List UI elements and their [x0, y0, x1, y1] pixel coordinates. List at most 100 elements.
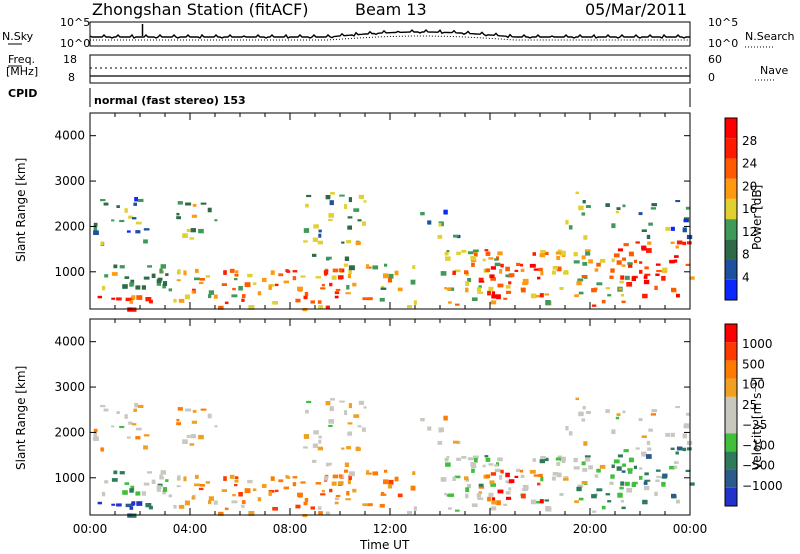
- velocity-cell: [136, 501, 143, 506]
- noise-left-tick-bottom: 10^0: [60, 37, 91, 50]
- velocity-cell: [656, 475, 662, 479]
- velocity-cell: [177, 475, 181, 481]
- power-cell: [318, 229, 322, 233]
- power-cell: [611, 258, 615, 263]
- velocity-cell: [551, 476, 556, 481]
- velocity-cell: [362, 503, 369, 507]
- x-tick-label: 04:00: [173, 522, 208, 536]
- power-cell: [533, 268, 540, 271]
- velocity-cell: [119, 471, 125, 475]
- power-cell: [134, 197, 138, 202]
- power-cell: [505, 285, 511, 289]
- velocity-cell: [111, 478, 118, 482]
- power-cell: [639, 261, 643, 264]
- velocity-colorbar-frame: [724, 323, 738, 507]
- power-cell: [484, 249, 489, 252]
- power-cell: [207, 207, 212, 213]
- velocity-cell: [348, 403, 352, 409]
- power-cell: [683, 218, 689, 223]
- velocity-cell: [190, 434, 196, 439]
- power-cell: [235, 270, 239, 274]
- power-cell: [537, 276, 541, 280]
- velocity-cell: [331, 481, 337, 486]
- power-cell: [384, 263, 388, 267]
- velocity-cell: [317, 506, 322, 510]
- velocity-cell: [348, 475, 352, 480]
- velocity-cell: [438, 428, 442, 433]
- velocity-cell: [676, 446, 683, 451]
- power-cell: [496, 294, 501, 300]
- velocity-cell: [344, 462, 350, 467]
- power-cell: [111, 297, 116, 300]
- power-cell: [621, 300, 626, 304]
- velocity-cell: [584, 455, 591, 458]
- velocity-cell: [194, 483, 200, 487]
- velocity-cell: [325, 511, 330, 515]
- velocity-cell: [555, 457, 561, 461]
- power-cell: [124, 208, 128, 213]
- power-cell: [234, 278, 238, 281]
- power-cell: [616, 207, 621, 210]
- power-cell: [302, 308, 308, 312]
- power-cell: [670, 241, 675, 244]
- velocity-cell: [366, 470, 370, 475]
- velocity-cell: [470, 462, 477, 467]
- power-cell: [508, 273, 515, 277]
- power-cell: [609, 275, 614, 279]
- power-cell: [323, 270, 329, 275]
- velocity-cell: [208, 500, 212, 505]
- power-cell: [103, 202, 109, 206]
- velocity-cell: [585, 457, 591, 462]
- velocity-cell: [544, 457, 549, 462]
- velocity-cell: [644, 479, 651, 482]
- velocity-cell: [578, 497, 584, 501]
- power-cell: [184, 294, 190, 300]
- power-cell: [101, 285, 106, 291]
- y-tick-label: 2000: [54, 219, 85, 233]
- velocity-cell: [609, 481, 614, 485]
- velocity-cell: [674, 461, 679, 464]
- power-cell: [654, 285, 658, 290]
- velocity-cell: [520, 469, 524, 473]
- velocity-cell: [471, 465, 477, 468]
- velocity-cell: [665, 432, 671, 437]
- power-cell: [321, 283, 325, 287]
- power-cell: [643, 279, 650, 285]
- power-cell: [446, 288, 452, 291]
- power-cell: [573, 260, 580, 264]
- power-cell: [231, 294, 238, 298]
- power-cell: [318, 233, 322, 238]
- power-cell: [638, 212, 643, 216]
- noise-right-tick-top: 10^5: [708, 16, 739, 29]
- power-cell: [454, 269, 461, 273]
- velocity-cell: [143, 482, 150, 486]
- power-cell: [303, 240, 308, 243]
- station-title: Zhongshan Station (fitACF): [92, 0, 309, 19]
- velocity-cell: [176, 422, 181, 426]
- velocity-cell: [605, 493, 611, 496]
- power-cell: [491, 291, 496, 296]
- velocity-cell: [648, 428, 653, 432]
- beam-title: Beam 13: [355, 0, 427, 19]
- power-cell: [223, 270, 227, 275]
- velocity-cell: [631, 482, 636, 487]
- power-cell: [438, 222, 442, 227]
- velocity-cell: [651, 409, 657, 413]
- velocity-cell: [262, 483, 267, 488]
- velocity-cell: [147, 471, 152, 474]
- velocity-cell: [508, 487, 512, 491]
- velocity-cell: [387, 484, 393, 489]
- velocity-cell: [454, 475, 461, 479]
- power-cell: [443, 209, 448, 215]
- power-colorbar-tick-label: 8: [742, 248, 750, 262]
- power-cell: [646, 248, 652, 253]
- power-cell: [372, 265, 379, 270]
- noise-right-tick-bottom: 10^0: [708, 37, 739, 50]
- velocity-cell: [573, 466, 580, 470]
- velocity-cell: [334, 497, 340, 501]
- velocity-cell: [540, 456, 546, 459]
- velocity-cell: [165, 479, 169, 482]
- power-cell: [617, 248, 623, 252]
- power-cell: [363, 200, 367, 203]
- power-cell: [472, 249, 479, 252]
